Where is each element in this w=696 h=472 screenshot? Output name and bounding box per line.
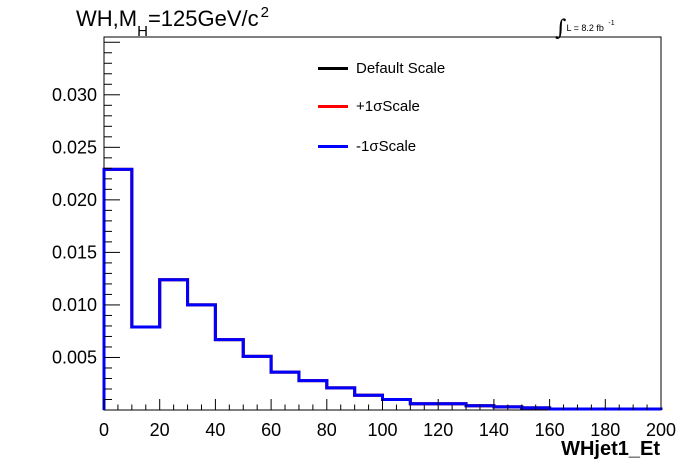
integral-symbol: ∫: [555, 16, 567, 41]
x-tick-label: 100: [367, 420, 397, 440]
y-tick-label: 0.010: [52, 295, 97, 315]
title-subscript: H: [137, 23, 148, 40]
x-tick-label: 140: [479, 420, 509, 440]
x-tick-label: 160: [535, 420, 565, 440]
y-tick-label: 0.020: [52, 190, 97, 210]
x-tick-label: 0: [99, 420, 109, 440]
x-tick-label: 60: [261, 420, 281, 440]
title-superscript: 2: [260, 4, 269, 21]
x-tick-label: 120: [423, 420, 453, 440]
chart-title: WH,MH=125GeV/c 2: [76, 5, 269, 39]
title-prefix: WH,M: [76, 6, 138, 31]
luminosity-text: L = 8.2 fb: [566, 23, 604, 33]
x-tick-label: 200: [646, 420, 676, 440]
luminosity-label: ∫L = 8.2 fb -1: [555, 12, 615, 40]
x-tick-label: 20: [150, 420, 170, 440]
y-tick-label: 0.005: [52, 347, 97, 367]
legend-entry-minus: -1σScale: [318, 136, 416, 156]
title-middle: =125GeV/c: [147, 6, 259, 31]
legend-swatch-plus: [318, 104, 348, 108]
y-tick-label: 0.030: [52, 85, 97, 105]
legend-entry-default: Default Scale: [318, 58, 445, 78]
x-tick-label: 80: [317, 420, 337, 440]
histogram-series-1-scale: [102, 167, 663, 411]
axis-layer: 0 20 40 60 80 100 120 140 160 180 200 0.005 0.010 0.0…: [52, 41, 676, 440]
x-tick-label: 180: [590, 420, 620, 440]
legend-label-minus: -1σScale: [356, 137, 417, 155]
series-layer: [102, 167, 663, 411]
legend-label-plus: +1σScale: [356, 97, 420, 115]
plot-frame: [103, 36, 662, 411]
legend-swatch-minus: [318, 144, 348, 148]
x-axis-title: WHjet1_Et: [561, 438, 660, 460]
legend-swatch-default: [318, 66, 348, 70]
luminosity-unit-exponent: -1: [608, 20, 615, 27]
y-tick-label: 0.025: [52, 137, 97, 157]
y-tick-label: 0.015: [52, 242, 97, 262]
legend-label-default: Default Scale: [356, 59, 446, 77]
legend-entry-plus: +1σScale: [318, 96, 420, 116]
x-tick-label: 40: [205, 420, 225, 440]
